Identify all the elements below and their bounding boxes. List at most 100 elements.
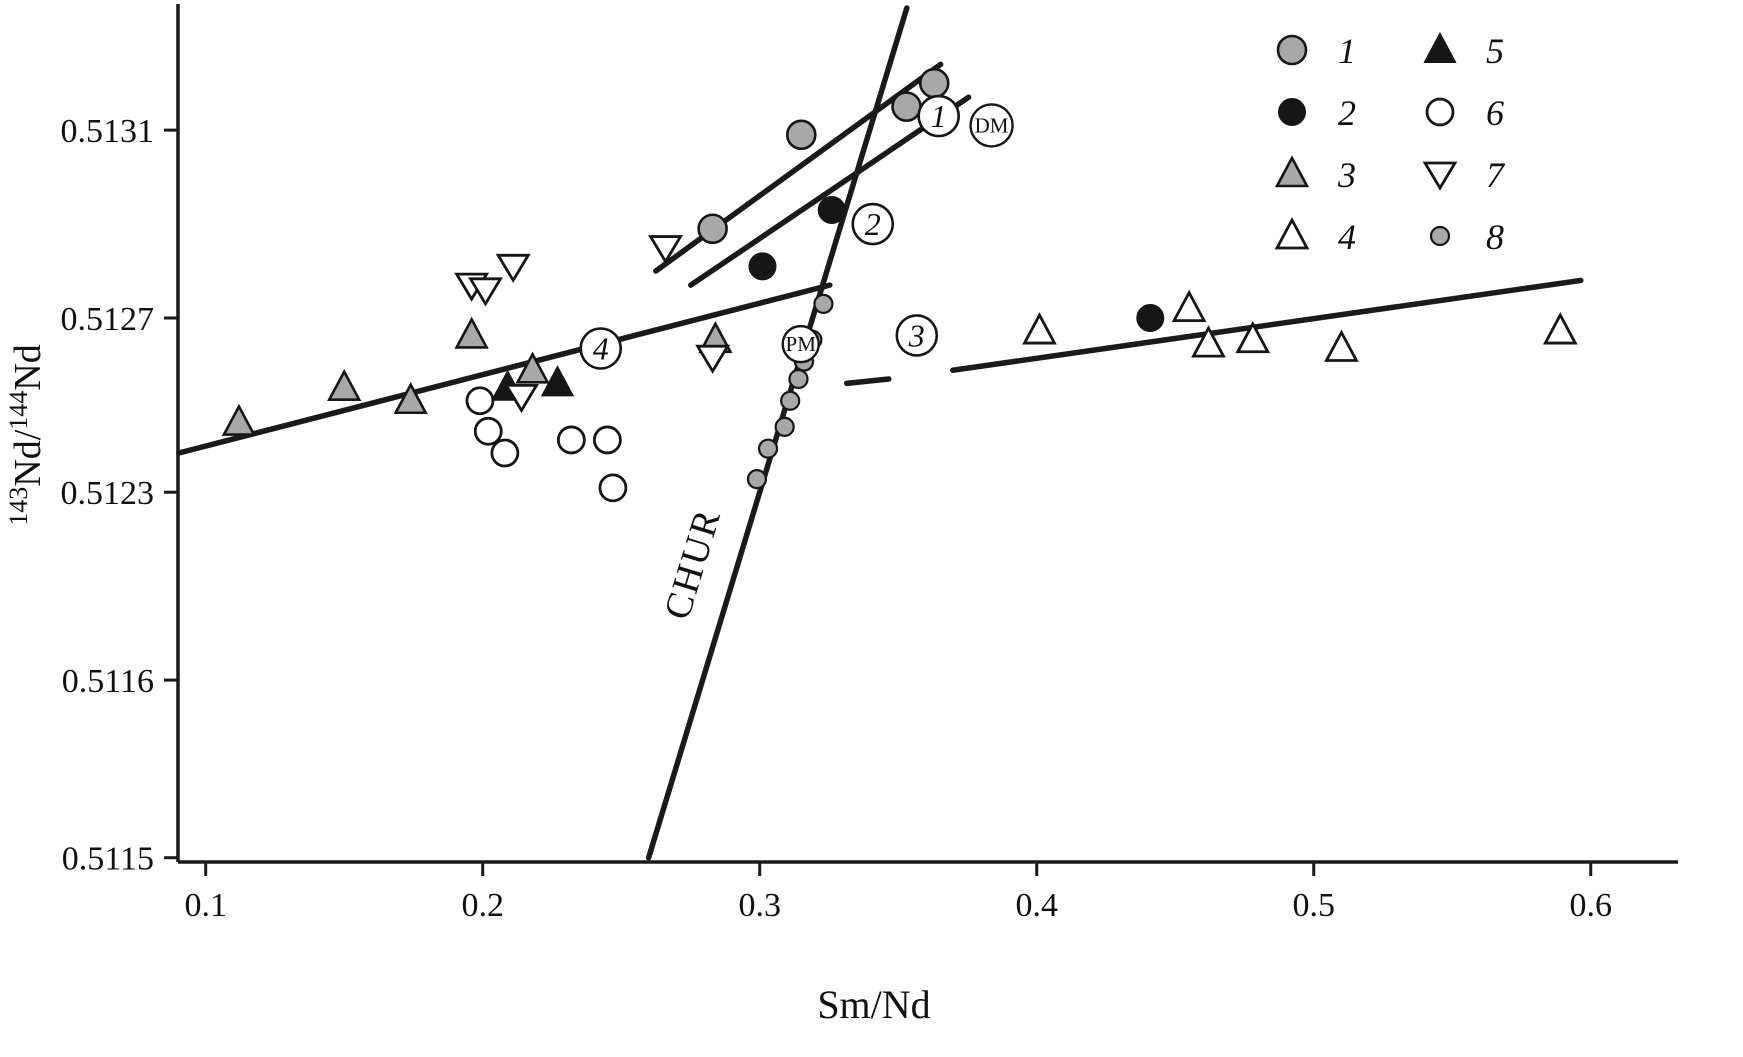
- point-series-6: [592, 425, 622, 455]
- y-tick-label: 0.5115: [62, 841, 154, 878]
- point-series-7: [468, 277, 503, 307]
- legend-label: 6: [1486, 93, 1504, 133]
- y-tick-label: 0.5123: [61, 475, 155, 512]
- point-series-4: [1191, 325, 1226, 358]
- series-2: [748, 195, 1165, 333]
- series-7: [454, 235, 731, 414]
- reservoir-pm: PM: [781, 324, 820, 364]
- isochron-3-right: [950, 277, 1584, 374]
- isochron-number-4: 4: [579, 327, 623, 370]
- x-tick-label: 0.1: [184, 887, 227, 924]
- reservoir-label-text: PM: [786, 332, 817, 356]
- isochron-number-2: 2: [851, 202, 895, 246]
- legend-item-4: 4: [1274, 217, 1356, 257]
- isochron-number-circle: [895, 314, 939, 357]
- legend-label: 3: [1337, 155, 1356, 195]
- x-axis-title: Sm/Nd: [817, 982, 930, 1027]
- point-series-3: [454, 316, 489, 349]
- x-tick-label: 0.5: [1292, 887, 1335, 924]
- point-series-1: [697, 213, 728, 245]
- reservoir-dm: DM: [969, 103, 1014, 148]
- point-series-8: [757, 438, 779, 459]
- series-4: [1022, 289, 1578, 362]
- point-series-8: [813, 293, 834, 315]
- axes: 0.1 0.2 0.3 0.4 0.5 0.6 0.5131 0.5127 0.5123 0.51…: [4, 4, 1678, 1027]
- point-series-7: [695, 344, 731, 374]
- reservoir-circle: [969, 103, 1014, 148]
- isochron-number-3: 3: [895, 314, 939, 357]
- point-series-2: [1136, 304, 1165, 333]
- isochron-number-text: 1: [931, 98, 947, 134]
- legend-marker-3: [1274, 155, 1310, 188]
- point-series-4: [1324, 329, 1359, 362]
- legend-marker-2: [1278, 98, 1306, 126]
- point-series-5: [540, 365, 575, 397]
- point-series-8: [746, 469, 768, 490]
- point-series-7: [495, 253, 531, 284]
- point-series-6: [556, 425, 586, 455]
- legend-label: 5: [1486, 31, 1504, 71]
- isochron-4: [176, 282, 833, 456]
- legend-label: 7: [1486, 155, 1506, 195]
- series-8: [746, 293, 834, 490]
- isochron-3-left: [843, 376, 892, 387]
- y-tick-label: 0.5127: [61, 301, 155, 338]
- point-series-7: [504, 383, 539, 414]
- x-tick-label: 0.3: [738, 887, 781, 924]
- y-tick-label: 0.5116: [62, 663, 154, 700]
- legend-marker-4: [1274, 217, 1310, 250]
- legend-item-5: 5: [1423, 31, 1504, 71]
- legend-marker-7: [1422, 161, 1458, 191]
- point-series-6: [598, 473, 628, 503]
- point-series-1: [891, 91, 922, 122]
- point-series-2: [748, 252, 777, 281]
- reservoir-label-text: DM: [975, 113, 1009, 137]
- point-series-6: [465, 386, 495, 416]
- point-series-3: [393, 382, 428, 415]
- legend-item-6: 6: [1425, 93, 1504, 133]
- legend-item-7: 7: [1422, 155, 1506, 195]
- point-series-8: [788, 368, 809, 390]
- legend-item-3: 3: [1274, 155, 1356, 195]
- point-series-4: [1022, 312, 1057, 345]
- point-series-6: [490, 438, 520, 468]
- legend-label: 8: [1486, 217, 1504, 257]
- point-series-3: [221, 403, 257, 436]
- legend-label: 2: [1338, 93, 1356, 133]
- point-series-2: [817, 195, 846, 224]
- point-series-3: [515, 351, 550, 384]
- legend-marker-1: [1276, 34, 1308, 66]
- trend-lines: [176, 5, 1584, 861]
- point-series-3: [327, 368, 362, 401]
- isochron-number-circle: [851, 202, 895, 246]
- y-axis-title: 143Nd/144Nd: [4, 344, 49, 525]
- point-series-1: [785, 119, 817, 151]
- series-1: [697, 67, 950, 245]
- legend-item-8: 8: [1429, 217, 1504, 257]
- series-3: [221, 316, 733, 436]
- isochron-number-circle: [579, 327, 623, 370]
- point-series-8: [780, 390, 801, 411]
- legend-marker-5: [1423, 31, 1457, 63]
- isochron-number-text: 3: [908, 317, 925, 353]
- legend-item-2: 2: [1278, 93, 1356, 133]
- isochron-number-text: 4: [593, 330, 609, 366]
- legend-item-1: 1: [1276, 31, 1356, 71]
- x-tick-label: 0.4: [1015, 887, 1058, 924]
- point-series-7: [648, 235, 684, 265]
- point-series-6: [473, 416, 503, 446]
- point-series-8: [774, 416, 795, 437]
- point-series-4: [1171, 289, 1207, 323]
- chur-label: CHUR: [656, 503, 729, 624]
- reservoir-circle: [781, 324, 820, 364]
- point-series-4: [1542, 312, 1578, 345]
- x-tick-label: 0.2: [461, 887, 504, 924]
- legend-marker-6: [1425, 97, 1455, 127]
- legend: 1 2 3 4 5 6 7 8: [1274, 31, 1506, 257]
- x-tick-label: 0.6: [1569, 887, 1612, 924]
- legend-label: 1: [1338, 31, 1356, 71]
- legend-marker-8: [1429, 225, 1451, 247]
- isochron-number-circle: [917, 94, 960, 138]
